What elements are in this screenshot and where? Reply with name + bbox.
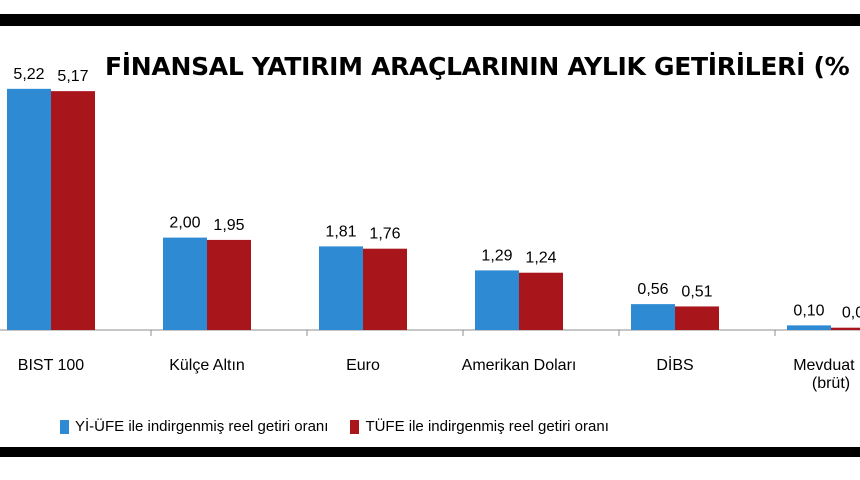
data-label: 0,56	[637, 281, 668, 298]
category-label: Amerikan Doları	[462, 357, 577, 374]
bar-yi-ufe	[787, 325, 831, 330]
legend-swatch-yi-ufe	[60, 419, 69, 434]
bar-tufe	[519, 272, 563, 330]
legend-swatch-tufe	[350, 419, 360, 434]
bar-tufe	[675, 306, 719, 330]
legend-item-yi-ufe: Yİ-ÜFE ile indirgenmiş reel getiri oranı	[60, 418, 328, 435]
category-label: Mevduat F	[793, 357, 860, 374]
legend-label-yi-ufe: Yİ-ÜFE ile indirgenmiş reel getiri oranı	[75, 418, 329, 435]
bar-yi-ufe	[475, 270, 519, 330]
data-label: 5,22	[13, 66, 44, 83]
chart-legend: Yİ-ÜFE ile indirgenmiş reel getiri oranı…	[60, 418, 631, 435]
legend-label-tufe: TÜFE ile indirgenmiş reel getiri oranı	[365, 418, 609, 435]
bar-yi-ufe	[631, 304, 675, 330]
bar-tufe	[363, 248, 407, 330]
data-label: 2,00	[169, 215, 200, 232]
frame-top-border	[0, 14, 860, 26]
legend-item-tufe: TÜFE ile indirgenmiş reel getiri oranı	[350, 418, 609, 435]
data-label: 0,10	[793, 302, 824, 319]
data-label: 0,0	[842, 305, 860, 322]
category-label: BIST 100	[18, 357, 85, 374]
frame-bottom-border	[0, 447, 860, 457]
bar-yi-ufe	[163, 237, 207, 330]
bar-yi-ufe	[319, 246, 363, 330]
category-label: Külçe Altın	[169, 357, 245, 374]
data-label: 1,81	[325, 223, 356, 240]
bar-tufe	[831, 327, 860, 330]
data-label: 1,24	[525, 250, 556, 267]
data-label: 0,51	[681, 283, 712, 300]
category-label: Euro	[346, 357, 380, 374]
bar-yi-ufe	[7, 88, 51, 330]
bar-tufe	[51, 91, 95, 330]
category-label: DİBS	[656, 355, 693, 374]
data-label: 5,17	[57, 68, 88, 85]
data-label: 1,76	[369, 226, 400, 243]
category-label: (brüt)	[812, 375, 850, 392]
data-label: 1,95	[213, 217, 244, 234]
bar-tufe	[207, 239, 251, 330]
chart-title: FİNANSAL YATIRIM ARAÇLARININ AYLIK GETİR…	[105, 52, 850, 81]
data-label: 1,29	[481, 247, 512, 264]
